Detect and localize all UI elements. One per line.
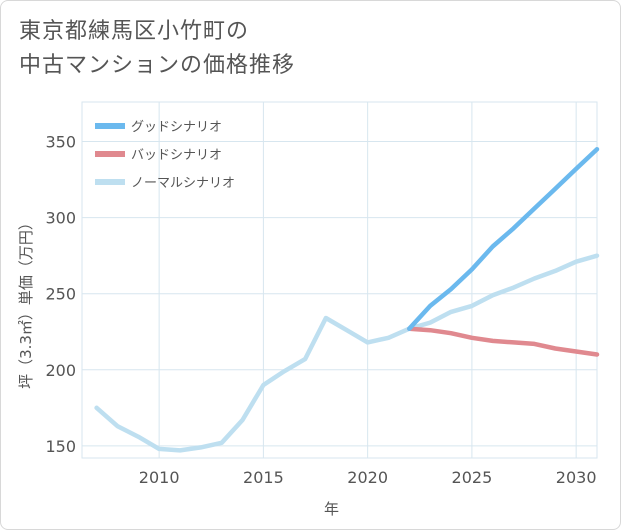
y-tick-label: 300 [45,209,76,228]
series-line-0 [407,146,600,331]
y-tick-label: 150 [45,437,76,456]
x-tick-label: 2010 [139,468,180,487]
chart-title: 東京都練馬区小竹町の 中古マンションの価格推移 [19,15,579,83]
legend-label: グッドシナリオ [131,120,222,135]
y-tick-label: 200 [45,361,76,380]
chart-title-line1: 東京都練馬区小竹町の [19,19,250,44]
legend-label: バッドシナリオ [131,148,222,163]
plot-area [81,101,598,459]
chart-title-line2: 中古マンションの価格推移 [19,53,296,78]
y-tick-label: 250 [45,285,76,304]
x-tick-label: 2030 [556,468,597,487]
y-axis-label: 坪（3.3㎡）単価（万円） [17,215,35,389]
x-tick-label: 2025 [452,468,493,487]
x-axis-label: 年 [324,500,339,518]
y-tick-label: 350 [45,133,76,152]
x-tick-label: 2020 [347,468,388,487]
series-line-1 [407,326,600,357]
legend-label: ノーマルシナリオ [131,176,235,191]
x-tick-label: 2015 [243,468,284,487]
